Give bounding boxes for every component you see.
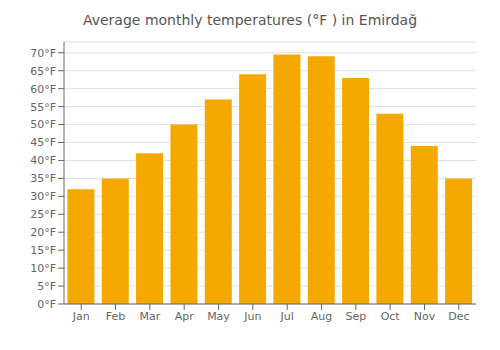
svg-text:55°F: 55°F <box>30 101 56 114</box>
svg-text:20°F: 20°F <box>30 226 56 239</box>
svg-text:Dec: Dec <box>448 310 469 323</box>
svg-text:65°F: 65°F <box>30 65 56 78</box>
svg-text:5°F: 5°F <box>37 280 56 293</box>
svg-text:Aug: Aug <box>311 310 332 323</box>
svg-text:30°F: 30°F <box>30 190 56 203</box>
svg-text:Jun: Jun <box>243 310 261 323</box>
svg-text:40°F: 40°F <box>30 154 56 167</box>
svg-text:10°F: 10°F <box>30 262 56 275</box>
svg-text:Apr: Apr <box>175 310 195 323</box>
svg-text:35°F: 35°F <box>30 172 56 185</box>
svg-text:May: May <box>207 310 230 323</box>
svg-text:Sep: Sep <box>345 310 366 323</box>
svg-text:Jan: Jan <box>72 310 90 323</box>
svg-text:50°F: 50°F <box>30 118 56 131</box>
html-text:Average monthly temperatures (: Average monthly temperatures (°F ) in Em… <box>83 12 417 28</box>
svg-text:Feb: Feb <box>106 310 125 323</box>
svg-text:0°F: 0°F <box>37 298 56 311</box>
svg-text:Jul: Jul <box>280 310 294 323</box>
svg-text:60°F: 60°F <box>30 83 56 96</box>
svg-text:70°F: 70°F <box>30 47 56 60</box>
svg-text:25°F: 25°F <box>30 208 56 221</box>
svg-text:Oct: Oct <box>381 310 401 323</box>
svg-text:45°F: 45°F <box>30 136 56 149</box>
svg-text:15°F: 15°F <box>30 244 56 257</box>
svg-text:Mar: Mar <box>139 310 160 323</box>
svg-text:Nov: Nov <box>414 310 436 323</box>
